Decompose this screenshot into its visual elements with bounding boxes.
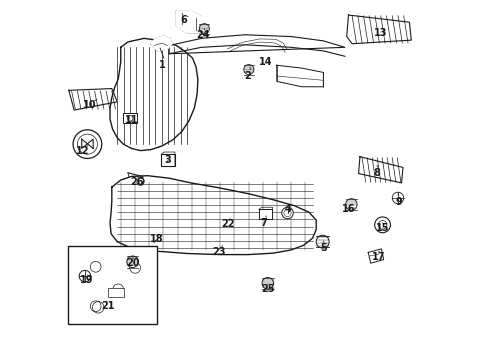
Circle shape [126, 256, 138, 267]
Bar [68, 246, 157, 324]
Polygon shape [367, 249, 383, 263]
Text: 1: 1 [158, 60, 165, 70]
Circle shape [199, 24, 209, 34]
Text: 10: 10 [82, 100, 96, 110]
Text: 3: 3 [163, 155, 170, 165]
Circle shape [374, 217, 389, 233]
Text: 8: 8 [373, 168, 380, 178]
Circle shape [129, 262, 140, 273]
Circle shape [113, 284, 123, 295]
Polygon shape [169, 35, 344, 56]
Circle shape [79, 270, 90, 282]
Text: 5: 5 [319, 243, 326, 253]
Polygon shape [110, 39, 198, 150]
Text: 17: 17 [371, 252, 385, 262]
Circle shape [90, 301, 101, 312]
Bar [123, 113, 137, 123]
Polygon shape [87, 296, 108, 319]
Circle shape [244, 64, 253, 75]
Text: 24: 24 [196, 30, 209, 40]
Text: 9: 9 [394, 197, 401, 207]
Text: 22: 22 [221, 219, 235, 229]
Polygon shape [176, 12, 201, 33]
Text: 25: 25 [261, 284, 274, 294]
Circle shape [345, 199, 356, 210]
Bar [258, 210, 272, 220]
Circle shape [90, 261, 101, 272]
Polygon shape [346, 15, 410, 44]
Circle shape [262, 278, 273, 289]
Text: 7: 7 [260, 218, 267, 228]
Text: 20: 20 [126, 258, 140, 268]
Text: 2: 2 [244, 71, 251, 81]
Text: 6: 6 [180, 15, 186, 26]
Circle shape [281, 207, 293, 219]
Text: 15: 15 [375, 224, 388, 233]
Circle shape [391, 192, 403, 204]
Text: 14: 14 [259, 57, 272, 67]
Bar [107, 288, 123, 297]
Circle shape [316, 235, 328, 248]
Text: 21: 21 [102, 301, 115, 311]
Polygon shape [358, 157, 402, 183]
Polygon shape [276, 65, 323, 87]
Text: 18: 18 [149, 234, 163, 244]
Polygon shape [150, 36, 172, 51]
Text: 12: 12 [76, 146, 90, 156]
Text: 26: 26 [130, 177, 143, 187]
Circle shape [73, 130, 102, 158]
Bar [161, 154, 175, 166]
Text: 11: 11 [124, 115, 138, 125]
Text: 19: 19 [80, 275, 93, 285]
Text: 23: 23 [212, 247, 225, 257]
Text: 13: 13 [373, 28, 386, 38]
Polygon shape [110, 176, 316, 255]
Polygon shape [80, 257, 148, 317]
Text: 4: 4 [284, 204, 290, 214]
Polygon shape [69, 89, 117, 110]
Text: 16: 16 [341, 204, 354, 214]
